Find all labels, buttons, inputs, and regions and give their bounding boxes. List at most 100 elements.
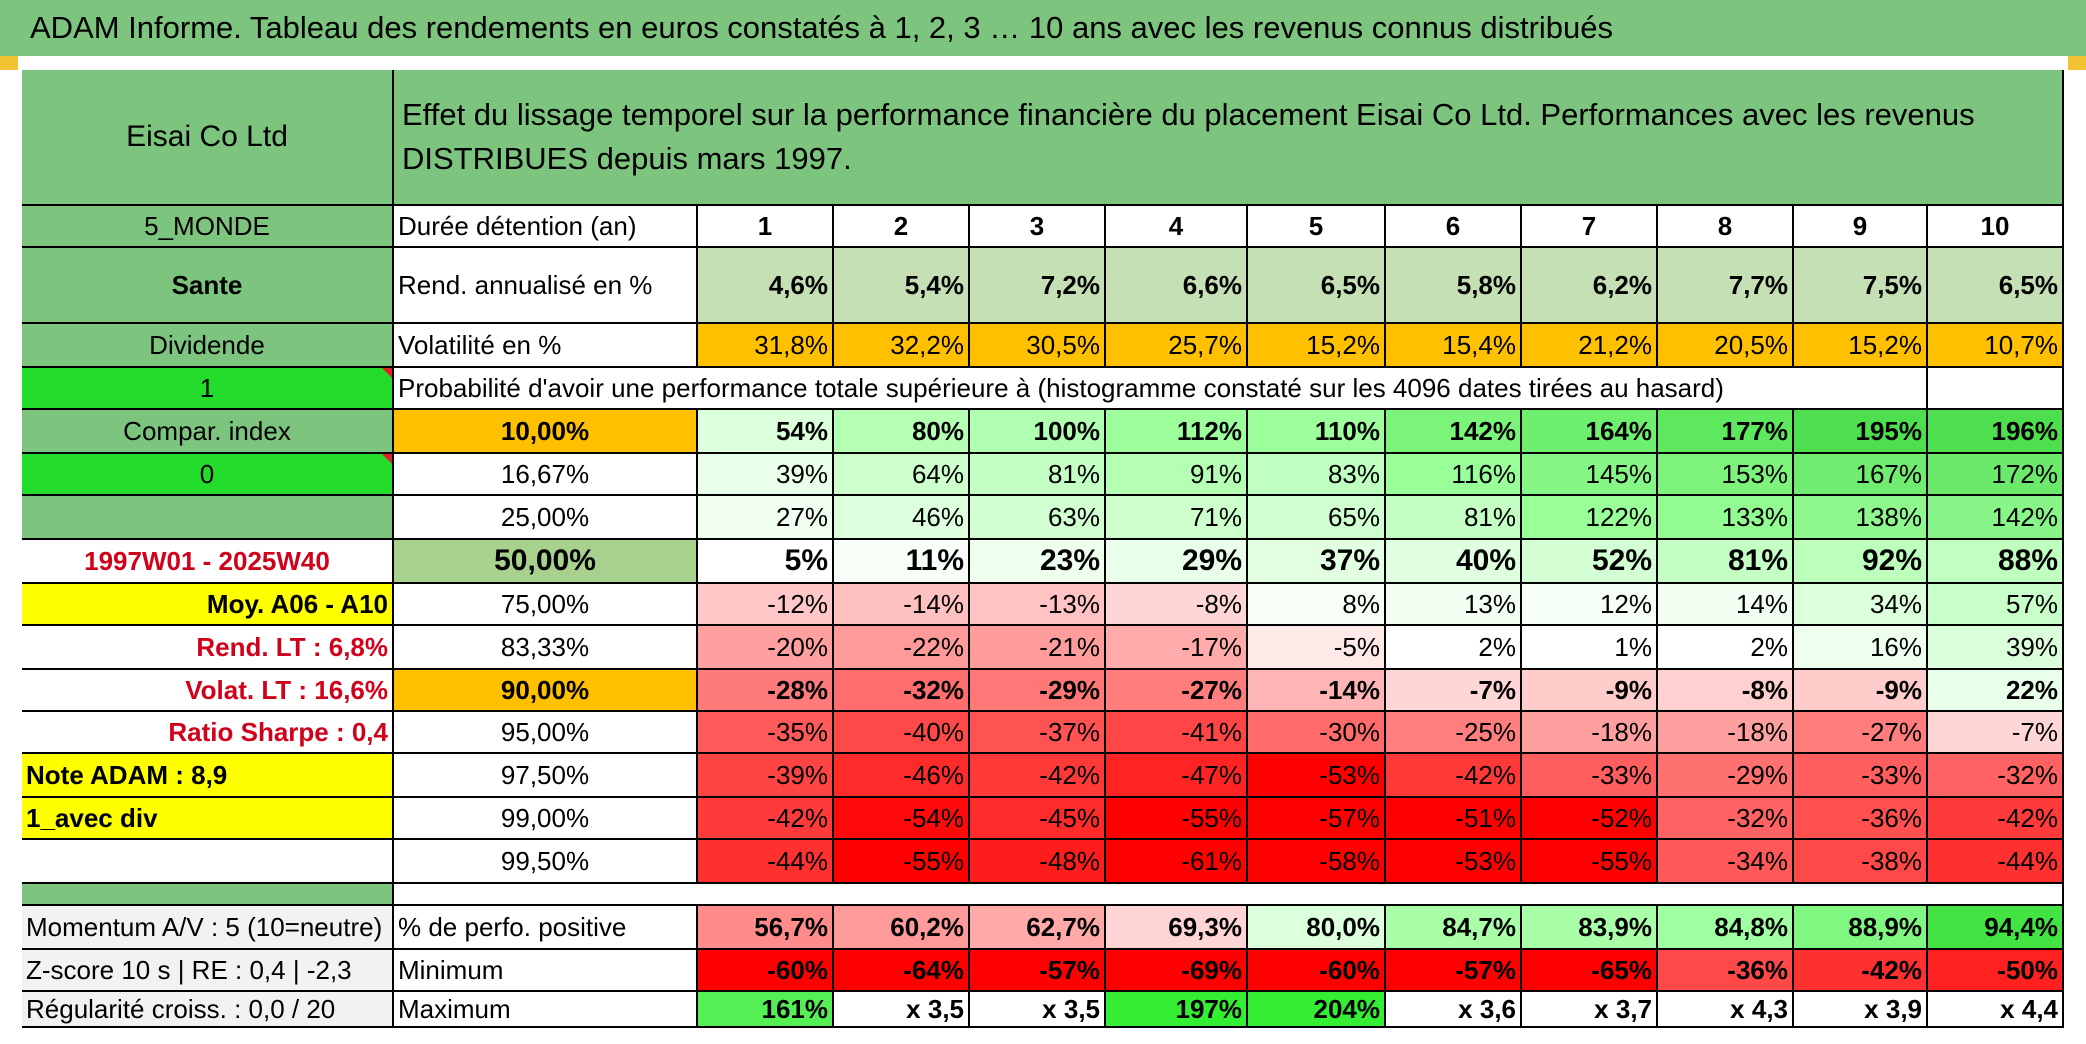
prob-value: 2% xyxy=(1386,626,1522,670)
prob-value: -7% xyxy=(1928,712,2064,754)
input-cell-1[interactable]: 1 xyxy=(22,368,394,410)
maximum-value: 197% xyxy=(1106,992,1248,1028)
prob-value: 177% xyxy=(1658,410,1794,454)
input-cell-2[interactable]: 0 xyxy=(22,454,394,496)
prob-value: -25% xyxy=(1386,712,1522,754)
spacer-green xyxy=(22,884,394,906)
prob-value: 63% xyxy=(970,496,1106,540)
header-description: Effet du lissage temporel sur la perform… xyxy=(394,70,2064,206)
year-header: 7 xyxy=(1522,206,1658,248)
prob-value: 195% xyxy=(1794,410,1928,454)
prob-value: -39% xyxy=(698,754,834,798)
vol-value: 10,7% xyxy=(1928,324,2064,368)
prob-value: 64% xyxy=(834,454,970,496)
prob-value: 1% xyxy=(1522,626,1658,670)
note-adam-label: Note ADAM : 8,9 xyxy=(22,754,394,798)
prob-value: 164% xyxy=(1522,410,1658,454)
vol-value: 30,5% xyxy=(970,324,1106,368)
vol-value: 25,7% xyxy=(1106,324,1248,368)
rend-label: Rend. annualisé en % xyxy=(394,248,698,324)
perf-pos-value: 84,7% xyxy=(1386,906,1522,950)
perf-pos-value: 88,9% xyxy=(1794,906,1928,950)
year-header: 10 xyxy=(1928,206,2064,248)
perf-pos-value: 94,4% xyxy=(1928,906,2064,950)
duree-label: Durée détention (an) xyxy=(394,206,698,248)
prob-value: -46% xyxy=(834,754,970,798)
prob-value: 39% xyxy=(698,454,834,496)
empty-cell xyxy=(1928,368,2064,410)
volat-lt-label: Volat. LT : 16,6% xyxy=(22,670,394,712)
threshold-value: 75,00% xyxy=(394,584,698,626)
prob-value: 12% xyxy=(1522,584,1658,626)
threshold-value: 83,33% xyxy=(394,626,698,670)
minimum-value: -42% xyxy=(1794,950,1928,992)
prob-value: 37% xyxy=(1248,540,1386,584)
rend-value: 7,7% xyxy=(1658,248,1794,324)
prob-value: 39% xyxy=(1928,626,2064,670)
prob-value: 54% xyxy=(698,410,834,454)
year-header: 2 xyxy=(834,206,970,248)
prob-value: 27% xyxy=(698,496,834,540)
proba-title: Probabilité d'avoir une performance tota… xyxy=(394,368,1928,410)
minimum-value: -57% xyxy=(970,950,1106,992)
maximum-value: x 4,3 xyxy=(1658,992,1794,1028)
prob-value: 83% xyxy=(1248,454,1386,496)
prob-value: 116% xyxy=(1386,454,1522,496)
zscore-label: Z-score 10 s | RE : 0,4 | -2,3 xyxy=(22,950,394,992)
prob-value: 14% xyxy=(1658,584,1794,626)
vol-value: 21,2% xyxy=(1522,324,1658,368)
threshold-value: 97,50% xyxy=(394,754,698,798)
prob-value: 100% xyxy=(970,410,1106,454)
minimum-value: -36% xyxy=(1658,950,1794,992)
empty-cell xyxy=(22,840,394,884)
prob-value: 11% xyxy=(834,540,970,584)
momentum-label: Momentum A/V : 5 (10=neutre) xyxy=(22,906,394,950)
prob-value: -9% xyxy=(1522,670,1658,712)
vol-value: 15,2% xyxy=(1248,324,1386,368)
prob-value: 22% xyxy=(1928,670,2064,712)
vol-value: 31,8% xyxy=(698,324,834,368)
prob-value: 81% xyxy=(1386,496,1522,540)
minimum-label: Minimum xyxy=(394,950,698,992)
rend-value: 4,6% xyxy=(698,248,834,324)
rend-value: 6,2% xyxy=(1522,248,1658,324)
prob-value: -12% xyxy=(698,584,834,626)
prob-value: 65% xyxy=(1248,496,1386,540)
prob-value: -40% xyxy=(834,712,970,754)
maximum-value: x 3,9 xyxy=(1794,992,1928,1028)
prob-value: -53% xyxy=(1386,840,1522,884)
threshold-value: 99,00% xyxy=(394,798,698,840)
prob-value: -42% xyxy=(698,798,834,840)
prob-value: 112% xyxy=(1106,410,1248,454)
prob-value: -30% xyxy=(1248,712,1386,754)
prob-value: -32% xyxy=(1658,798,1794,840)
perf-pos-value: 83,9% xyxy=(1522,906,1658,950)
prob-value: 29% xyxy=(1106,540,1248,584)
report-title: ADAM Informe. Tableau des rendements en … xyxy=(0,0,2086,56)
year-header: 1 xyxy=(698,206,834,248)
minimum-value: -50% xyxy=(1928,950,2064,992)
prob-value: -8% xyxy=(1106,584,1248,626)
prob-value: -61% xyxy=(1106,840,1248,884)
prob-value: -14% xyxy=(1248,670,1386,712)
prob-value: 71% xyxy=(1106,496,1248,540)
prob-value: 57% xyxy=(1928,584,2064,626)
perf-pos-value: 56,7% xyxy=(698,906,834,950)
rend-value: 6,6% xyxy=(1106,248,1248,324)
sharpe-label: Ratio Sharpe : 0,4 xyxy=(22,712,394,754)
threshold-value: 90,00% xyxy=(394,670,698,712)
prob-value: 142% xyxy=(1928,496,2064,540)
empty-green-cell xyxy=(22,496,394,540)
minimum-value: -69% xyxy=(1106,950,1248,992)
prob-value: -44% xyxy=(698,840,834,884)
prob-value: -21% xyxy=(970,626,1106,670)
prob-value: -48% xyxy=(970,840,1106,884)
prob-value: 122% xyxy=(1522,496,1658,540)
prob-value: 40% xyxy=(1386,540,1522,584)
prob-value: 2% xyxy=(1658,626,1794,670)
threshold-value: 10,00% xyxy=(394,410,698,454)
minimum-value: -65% xyxy=(1522,950,1658,992)
minimum-value: -64% xyxy=(834,950,970,992)
corner-marker-right xyxy=(2068,56,2086,70)
prob-value: 91% xyxy=(1106,454,1248,496)
